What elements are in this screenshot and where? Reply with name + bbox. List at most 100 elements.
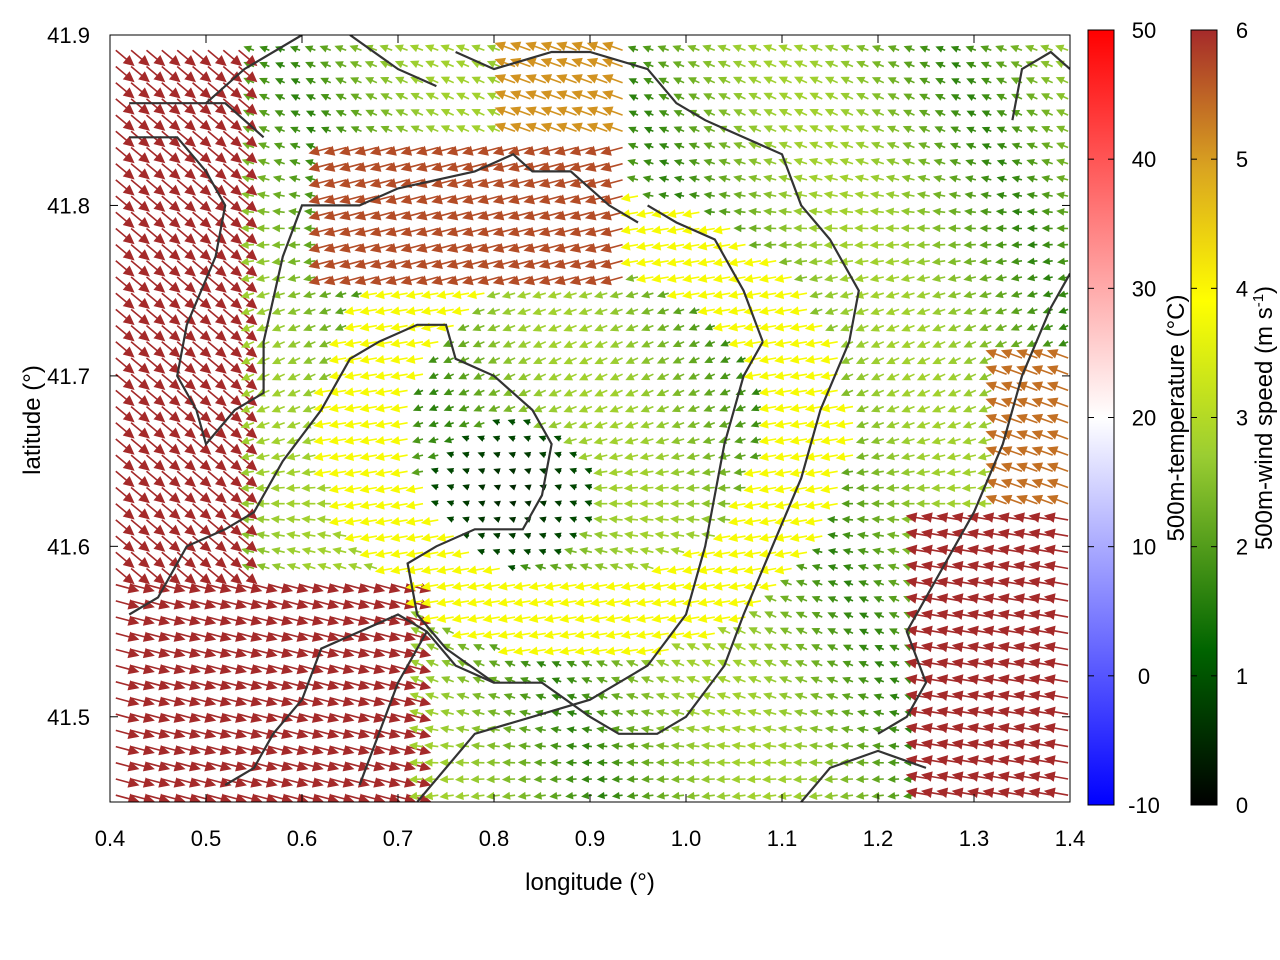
wind-vector bbox=[524, 484, 532, 491]
wind-vector bbox=[733, 468, 746, 476]
wind-vector bbox=[130, 422, 150, 439]
wind-vector bbox=[443, 388, 455, 396]
wind-vector bbox=[789, 452, 808, 462]
wind-vector bbox=[962, 436, 977, 445]
wind-vector bbox=[207, 745, 232, 756]
wind-vector bbox=[1043, 528, 1069, 539]
wind-vector bbox=[758, 306, 777, 316]
wind-vector bbox=[343, 403, 362, 413]
wind-vector bbox=[238, 647, 263, 659]
wind-vector bbox=[271, 389, 286, 397]
wind-vector bbox=[405, 484, 424, 494]
wind-vector bbox=[871, 109, 885, 117]
wind-vector bbox=[596, 660, 608, 668]
wind-vector bbox=[192, 567, 212, 585]
wind-vector bbox=[995, 61, 1007, 69]
wind-vector bbox=[963, 323, 977, 332]
wind-vector bbox=[390, 533, 408, 543]
wind-vector bbox=[746, 775, 761, 784]
wind-vector bbox=[192, 454, 212, 471]
x-tick-label: 0.6 bbox=[287, 826, 318, 851]
wind-vector bbox=[985, 413, 1007, 424]
wind-vector bbox=[288, 175, 301, 183]
wind-vector bbox=[146, 647, 171, 659]
wind-vector bbox=[420, 565, 439, 575]
wind-vector bbox=[855, 372, 869, 381]
wind-vector bbox=[901, 389, 915, 397]
wind-vector bbox=[316, 531, 331, 540]
wind-vector bbox=[654, 515, 669, 524]
x-tick-label: 1.3 bbox=[959, 826, 990, 851]
wind-vector bbox=[774, 290, 792, 300]
wind-vector bbox=[701, 468, 715, 477]
wind-vector bbox=[269, 583, 294, 594]
wind-vector bbox=[146, 664, 171, 675]
wind-vector bbox=[192, 49, 212, 67]
wind-vector bbox=[1031, 446, 1053, 456]
wind-vector bbox=[658, 143, 669, 150]
wind-vector bbox=[887, 61, 900, 69]
wind-vector bbox=[886, 125, 900, 133]
wind-vector bbox=[672, 61, 685, 69]
wind-vector bbox=[1011, 159, 1023, 167]
wind-vector bbox=[287, 323, 301, 332]
wind-vector bbox=[702, 420, 716, 429]
wind-vector bbox=[951, 62, 961, 69]
wind-vector bbox=[431, 194, 454, 205]
wind-vector bbox=[238, 745, 263, 756]
wind-vector bbox=[804, 371, 823, 381]
wind-vector bbox=[315, 664, 340, 675]
wind-vector bbox=[192, 179, 212, 196]
wind-vector bbox=[192, 260, 212, 277]
wind-vector bbox=[223, 631, 247, 642]
wind-vector bbox=[686, 675, 700, 684]
wind-vector bbox=[343, 500, 362, 510]
wind-vector bbox=[703, 208, 715, 216]
wind-vector bbox=[335, 110, 347, 117]
wind-vector bbox=[390, 322, 408, 332]
wind-vector bbox=[359, 549, 378, 559]
wind-vector bbox=[440, 692, 454, 701]
wind-vector bbox=[578, 372, 593, 381]
x-tick-label: 1.0 bbox=[671, 826, 702, 851]
wind-vector bbox=[424, 791, 439, 801]
wind-vector bbox=[1056, 241, 1069, 249]
wind-vector bbox=[1031, 397, 1053, 408]
wind-vector bbox=[462, 500, 470, 507]
wind-vector bbox=[842, 644, 854, 652]
wind-vector bbox=[176, 82, 197, 99]
wind-vector bbox=[743, 290, 762, 300]
wind-vector bbox=[538, 532, 547, 539]
wind-vector bbox=[176, 49, 197, 67]
wind-vector bbox=[916, 356, 931, 365]
wind-vector bbox=[948, 191, 961, 200]
wind-vector bbox=[512, 630, 531, 640]
wind-vector bbox=[855, 436, 869, 445]
wind-vector bbox=[161, 519, 181, 536]
wind-vector bbox=[238, 583, 263, 594]
wind-vector bbox=[385, 161, 408, 172]
wind-vector bbox=[365, 109, 378, 117]
wind-vector bbox=[793, 125, 808, 133]
wind-vector bbox=[789, 403, 808, 413]
wind-vector bbox=[130, 486, 150, 504]
wind-vector bbox=[431, 210, 454, 221]
wind-vector bbox=[733, 174, 746, 183]
wind-vector bbox=[395, 109, 408, 117]
wind-vector bbox=[885, 452, 900, 461]
wind-vector bbox=[146, 728, 171, 740]
wind-vector bbox=[1042, 290, 1053, 298]
wind-vector bbox=[584, 178, 608, 189]
wind-vector bbox=[130, 243, 150, 261]
wind-vector bbox=[688, 339, 700, 347]
wind-vector bbox=[145, 454, 166, 471]
wind-vector bbox=[670, 546, 685, 555]
wind-vector bbox=[625, 356, 639, 364]
wind-vector bbox=[933, 142, 946, 150]
wind-vector bbox=[856, 92, 869, 101]
wind-vector bbox=[774, 403, 792, 413]
wind-vector bbox=[625, 389, 639, 397]
wind-vector bbox=[507, 226, 531, 237]
wind-vector bbox=[145, 535, 166, 552]
colorbar-tick-label: 1 bbox=[1236, 664, 1248, 689]
